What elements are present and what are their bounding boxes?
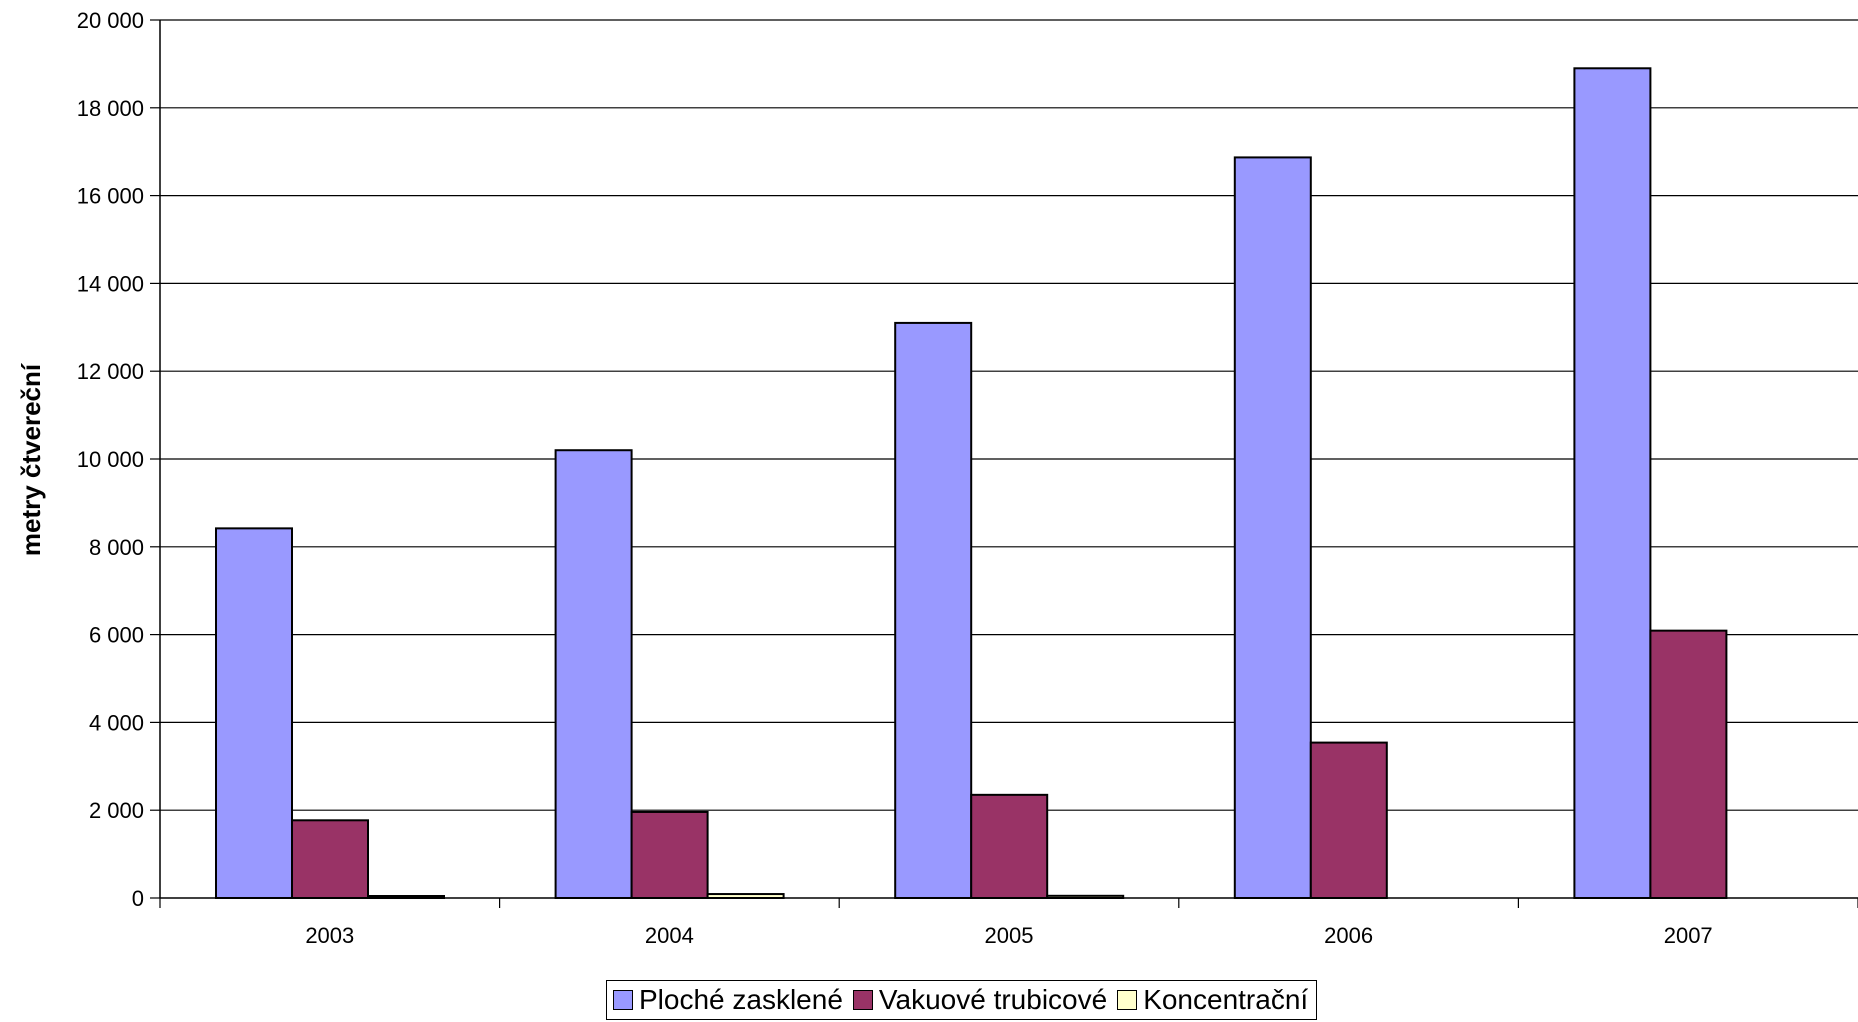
bar-flat-glazed-2007: [1573, 67, 1652, 900]
y-tick-label: 2 000: [89, 798, 144, 823]
x-tick-label: 2007: [1664, 923, 1713, 948]
x-tick-label: 2006: [1324, 923, 1373, 948]
axes: [150, 19, 1858, 908]
x-tick-label: 2005: [985, 923, 1034, 948]
bar-flat-glazed-2004: [554, 449, 633, 899]
bar-flat-glazed-2003: [215, 527, 293, 899]
y-tick-label: 20 000: [77, 8, 144, 33]
y-tick-label: 8 000: [89, 535, 144, 560]
y-axis-title: metry čtvereční: [16, 363, 46, 556]
legend-item-flat-glazed: Ploché zasklené: [613, 984, 843, 1016]
y-tick-label: 14 000: [77, 271, 144, 296]
legend: Ploché zasklené Vakuové trubicové Koncen…: [606, 980, 1318, 1020]
y-tick-label: 4 000: [89, 710, 144, 735]
legend-label-vacuum-tube: Vakuové trubicové: [878, 984, 1108, 1015]
legend-swatch-vacuum-tube: [852, 990, 873, 1010]
bars: [215, 67, 1728, 900]
legend-item-vacuum-tube: Vakuové trubicové: [852, 984, 1108, 1016]
bar-vacuum-tube-2007: [1649, 629, 1728, 899]
y-tick-label: 0: [132, 886, 144, 911]
bar-flat-glazed-2005: [894, 321, 973, 900]
legend-swatch-concentrating: [1117, 990, 1138, 1010]
bar-vacuum-tube-2006: [1309, 741, 1388, 899]
legend-swatch-flat-glazed: [613, 990, 633, 1010]
legend-label-concentrating: Koncentrační: [1143, 984, 1309, 1015]
y-tick-label: 16 000: [77, 184, 144, 209]
tick-labels: 0 2 000 4 000 6 000 8 000 10 000 12 000 14 000 1…: [77, 8, 1713, 948]
y-tick-label: 10 000: [77, 447, 144, 472]
bar-flat-glazed-2006: [1233, 156, 1312, 900]
x-tick-label: 2003: [305, 923, 354, 948]
bar-vacuum-tube-2005: [970, 793, 1049, 900]
legend-item-concentrating: Koncentrační: [1117, 984, 1308, 1016]
x-tick-label: 2004: [645, 923, 694, 948]
gridlines: [160, 19, 1858, 811]
legend-label-flat-glazed: Ploché zasklené: [639, 984, 843, 1015]
y-tick-label: 12 000: [77, 359, 144, 384]
bar-vacuum-tube-2003: [291, 819, 369, 899]
y-tick-label: 18 000: [77, 96, 144, 121]
y-tick-label: 6 000: [89, 623, 144, 648]
bar-vacuum-tube-2004: [630, 810, 709, 899]
